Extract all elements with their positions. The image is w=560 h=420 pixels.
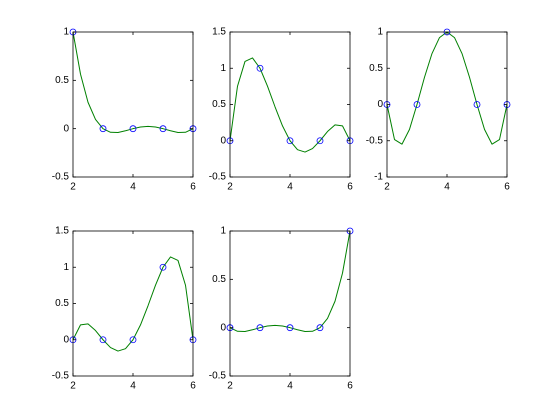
x-tick-label: 2 (70, 182, 76, 193)
plot-area (230, 32, 350, 177)
y-tick-label: 0.5 (369, 63, 383, 74)
x-tick-label: 6 (190, 381, 196, 392)
marker (473, 101, 481, 108)
plot-area (387, 32, 507, 177)
y-tick-label: 1.5 (212, 27, 226, 38)
plot-area (73, 32, 193, 177)
y-tick-label: 0.5 (55, 298, 69, 309)
y-tick-label: 0.5 (212, 274, 226, 285)
x-tick-label: 4 (444, 182, 450, 193)
marker (256, 324, 264, 332)
marker (129, 336, 137, 344)
curve (72, 31, 194, 133)
marker (316, 324, 324, 332)
y-tick-label: 1.5 (55, 226, 69, 237)
y-tick-label: -1 (374, 172, 383, 183)
y-tick-label: 1 (63, 27, 69, 38)
marker (159, 263, 167, 271)
y-tick-label: 1 (220, 226, 226, 237)
y-tick-label: -0.5 (209, 371, 227, 382)
y-tick-label: 0 (220, 322, 226, 333)
x-tick-label: 6 (347, 182, 353, 193)
x-tick-label: 4 (130, 381, 136, 392)
y-tick-label: 0.5 (55, 75, 69, 86)
y-tick-label: 1 (377, 27, 383, 38)
y-tick-label: -0.5 (366, 135, 384, 146)
marker (129, 125, 137, 133)
marker (316, 137, 324, 145)
marker (99, 125, 107, 133)
x-tick-label: 2 (227, 381, 233, 392)
y-tick-label: -0.5 (52, 371, 70, 382)
x-tick-label: 6 (347, 381, 353, 392)
marker (256, 64, 264, 72)
y-tick-label: -0.5 (52, 172, 70, 183)
plot-area (230, 231, 350, 376)
x-tick-label: 6 (190, 182, 196, 193)
x-tick-label: 4 (287, 182, 293, 193)
y-tick-label: 0 (63, 334, 69, 345)
curve (229, 57, 351, 153)
curve (72, 256, 194, 352)
marker (286, 137, 294, 145)
plot-area (73, 231, 193, 376)
y-tick-label: 0 (377, 99, 383, 110)
curve (229, 230, 351, 332)
y-tick-label: -0.5 (209, 172, 227, 183)
y-tick-label: 0 (63, 123, 69, 134)
marker (413, 101, 421, 108)
y-tick-label: 1 (220, 63, 226, 74)
marker (286, 324, 294, 332)
x-tick-label: 2 (227, 182, 233, 193)
y-tick-label: 0 (220, 135, 226, 146)
x-tick-label: 6 (504, 182, 510, 193)
marker (99, 336, 107, 344)
y-tick-label: 1 (63, 262, 69, 273)
x-tick-label: 4 (130, 182, 136, 193)
marker (159, 125, 167, 133)
x-tick-label: 2 (70, 381, 76, 392)
y-tick-label: 0.5 (212, 99, 226, 110)
x-tick-label: 4 (287, 381, 293, 392)
x-tick-label: 2 (384, 182, 390, 193)
